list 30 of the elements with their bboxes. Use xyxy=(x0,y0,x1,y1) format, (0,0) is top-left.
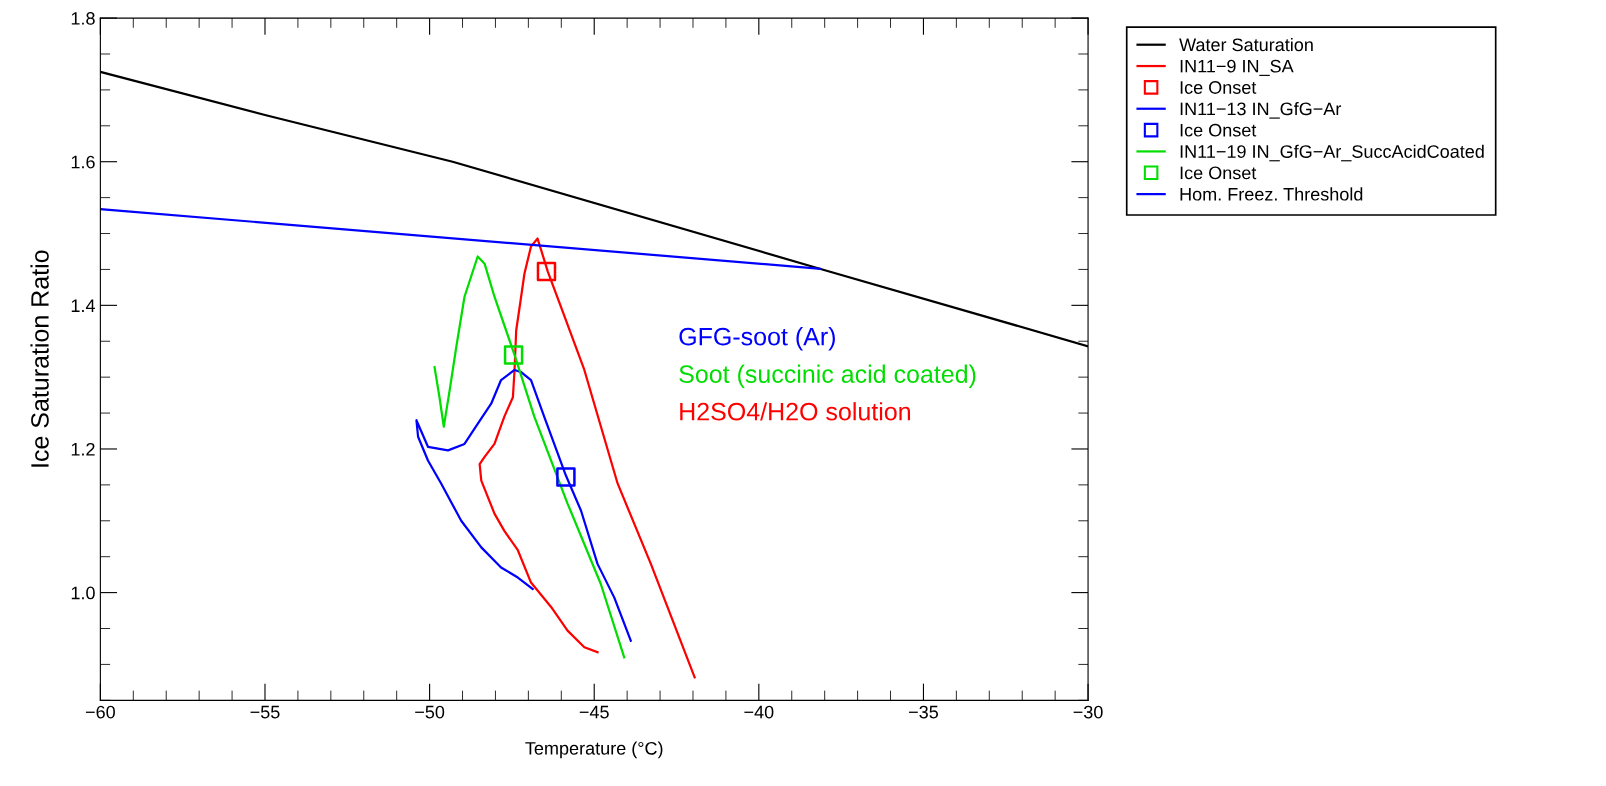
y-axis-title: Ice Saturation Ratio xyxy=(30,250,49,467)
legend-label: Ice Onset xyxy=(1180,81,1257,94)
x-tick-label: −30 xyxy=(1073,705,1103,719)
x-tick-label: −45 xyxy=(579,705,609,719)
annotation: Soot (succinic acid coated) xyxy=(679,364,976,388)
legend-label: IN11−9 IN_SA xyxy=(1180,59,1294,76)
x-tick-label: −60 xyxy=(85,705,115,719)
annotation: H2SO4/H2O solution xyxy=(680,402,910,421)
x-axis-title: Temperature (°C) xyxy=(525,741,663,759)
y-tick-label: 1.0 xyxy=(71,586,95,600)
legend-label: IN11−19 IN_GfG−Ar_SuccAcidCoated xyxy=(1180,144,1484,162)
legend-label: IN11−13 IN_GfG−Ar xyxy=(1180,101,1342,119)
y-tick-label: 1.6 xyxy=(71,155,95,169)
point xyxy=(556,467,576,487)
point xyxy=(503,345,524,365)
legend-label: Water Saturation xyxy=(1179,37,1313,52)
annotation: GFG-soot (Ar) xyxy=(679,327,835,351)
x-tick-label: −50 xyxy=(415,705,445,719)
point xyxy=(536,261,557,282)
x-tick-label: −40 xyxy=(744,705,774,719)
line-series xyxy=(415,368,632,642)
legend-label: Ice Onset xyxy=(1180,123,1257,137)
y-tick-label: 1.2 xyxy=(71,442,95,456)
legend-label: Hom. Freez. Threshold xyxy=(1180,187,1363,201)
y-tick-label: 1.8 xyxy=(71,12,95,25)
line-series xyxy=(433,255,626,659)
x-tick-label: −55 xyxy=(250,705,280,719)
x-tick-label: −35 xyxy=(909,705,939,719)
y-tick-label: 1.4 xyxy=(71,299,95,312)
legend-label: Ice Onset xyxy=(1180,166,1257,180)
